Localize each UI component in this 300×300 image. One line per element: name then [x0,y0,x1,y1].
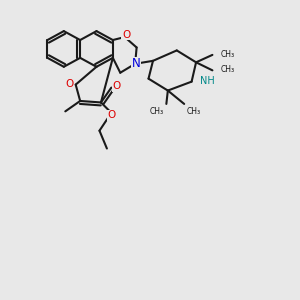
Text: CH₃: CH₃ [221,50,235,59]
Text: O: O [65,79,73,89]
Text: O: O [122,30,130,40]
Text: O: O [107,110,116,120]
Text: NH: NH [200,76,215,86]
Text: N: N [132,57,141,70]
Text: CH₃: CH₃ [187,107,201,116]
Text: CH₃: CH₃ [150,107,164,116]
Text: CH₃: CH₃ [221,65,235,74]
Text: O: O [112,81,121,91]
